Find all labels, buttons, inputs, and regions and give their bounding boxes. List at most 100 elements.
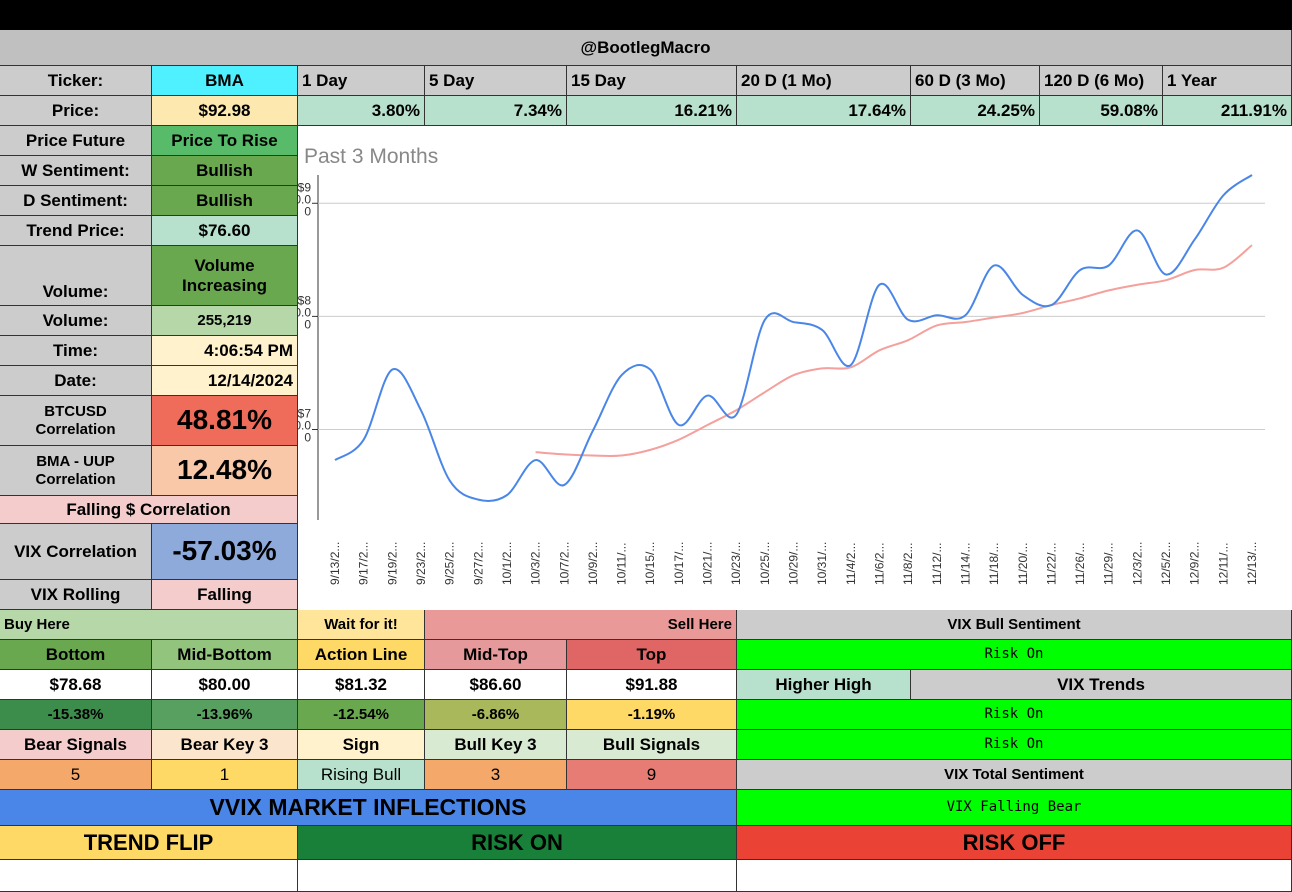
label: Volume: xyxy=(0,306,152,336)
empty-cell xyxy=(737,860,1292,892)
x-tick-label: 10/7/2... xyxy=(557,542,571,585)
x-tick-label: 12/11/... xyxy=(1216,543,1230,585)
signal-name: Bear Signals xyxy=(0,730,152,760)
signal-value: 1 xyxy=(152,760,298,790)
chart: Past 3 Months $70.00 $80.00 $90.00 9/13/2..… xyxy=(298,126,1292,610)
y-tick-label: $80.00 xyxy=(298,293,311,331)
level-name: Mid-Top xyxy=(425,640,567,670)
empty-cell xyxy=(0,860,298,892)
signal-value: 5 xyxy=(0,760,152,790)
return: 17.64% xyxy=(737,96,911,126)
x-tick-label: 10/9/2... xyxy=(586,542,600,585)
level-price: $78.68 xyxy=(0,670,152,700)
x-tick-label: 10/11/... xyxy=(615,543,629,585)
label: Ticker: xyxy=(0,66,152,96)
empty-cell xyxy=(298,860,737,892)
x-tick-label: 11/22/... xyxy=(1044,543,1058,585)
label: Volume: xyxy=(0,246,152,306)
value: 255,219 xyxy=(152,306,298,336)
label: BMA - UUP Correlation xyxy=(0,446,152,496)
level-change: -15.38% xyxy=(0,700,152,730)
value: 4:06:54 PM xyxy=(152,336,298,366)
period-header: 15 Day xyxy=(567,66,737,96)
level-change: -12.54% xyxy=(298,700,425,730)
return: 16.21% xyxy=(567,96,737,126)
zone: Wait for it! xyxy=(298,610,425,640)
y-tick-labels: $70.00 $80.00 $90.00 xyxy=(298,180,311,444)
return: 3.80% xyxy=(298,96,425,126)
status: Falling $ Correlation xyxy=(0,496,298,524)
return: 59.08% xyxy=(1040,96,1163,126)
vix-header: VIX Trends xyxy=(911,670,1292,700)
value: Volume Increasing xyxy=(152,246,298,306)
label: D Sentiment: xyxy=(0,186,152,216)
x-tick-label: 11/6/2... xyxy=(872,543,886,585)
x-tick-label: 12/3/2... xyxy=(1130,542,1144,585)
signal-name: Sign xyxy=(298,730,425,760)
series-line xyxy=(535,244,1253,457)
ticker: BMA xyxy=(152,66,298,96)
chart-title: Past 3 Months xyxy=(304,145,438,168)
period-header: 1 Year xyxy=(1163,66,1292,96)
label: Trend Price: xyxy=(0,216,152,246)
inflections-title: VVIX MARKET INFLECTIONS xyxy=(0,790,737,826)
x-tick-label: 11/29/... xyxy=(1102,543,1116,585)
x-tick-label: 10/31/... xyxy=(815,542,829,585)
value: 12/14/2024 xyxy=(152,366,298,396)
signal-value: Rising Bull xyxy=(298,760,425,790)
x-tick-label: 11/20/... xyxy=(1016,543,1030,585)
y-tick-label: $70.00 xyxy=(298,407,311,445)
zone: Sell Here xyxy=(425,610,737,640)
chart-background xyxy=(298,126,1292,610)
x-tick-label: 11/18/... xyxy=(987,543,1001,585)
vix-header: VIX Total Sentiment xyxy=(737,760,1292,790)
vix-status: VIX Falling Bear xyxy=(737,790,1292,826)
x-tick-label: 11/12/... xyxy=(930,543,944,585)
inflection: RISK OFF xyxy=(737,826,1292,860)
x-tick-label: 11/26/... xyxy=(1073,543,1087,585)
x-tick-label: 10/25/... xyxy=(758,542,772,585)
label: VIX Correlation xyxy=(0,524,152,580)
x-tick-label: 9/27/2... xyxy=(471,542,485,585)
x-tick-label: 10/3/2... xyxy=(529,542,543,585)
x-tick-label: 11/4/2... xyxy=(844,543,858,585)
value: $76.60 xyxy=(152,216,298,246)
series-line xyxy=(334,174,1253,503)
label: Price: xyxy=(0,96,152,126)
label: Price Future xyxy=(0,126,152,156)
x-tick-label: 12/5/2... xyxy=(1159,542,1173,585)
top-bar xyxy=(0,0,1292,30)
signal-name: Bull Key 3 xyxy=(425,730,567,760)
signal-name: Bear Key 3 xyxy=(152,730,298,760)
value: Falling xyxy=(152,580,298,610)
value: Bullish xyxy=(152,186,298,216)
price: $92.98 xyxy=(152,96,298,126)
x-tick-label: 9/25/2... xyxy=(443,542,457,585)
period-header: 60 D (3 Mo) xyxy=(911,66,1040,96)
x-tick-label: 10/15/... xyxy=(643,542,657,585)
x-tick-label: 10/23/... xyxy=(729,542,743,585)
inflection: TREND FLIP xyxy=(0,826,298,860)
label: Date: xyxy=(0,366,152,396)
x-tick-label: 10/29/... xyxy=(787,542,801,585)
value: 12.48% xyxy=(152,446,298,496)
x-tick-label: 10/17/... xyxy=(672,542,686,585)
x-tick-label: 9/17/2... xyxy=(357,542,371,585)
vix-status: Risk On xyxy=(737,640,1292,670)
level-price: $81.32 xyxy=(298,670,425,700)
level-price: $91.88 xyxy=(567,670,737,700)
level-change: -13.96% xyxy=(152,700,298,730)
signal-name: Bull Signals xyxy=(567,730,737,760)
level-name: Top xyxy=(567,640,737,670)
x-tick-label: 9/19/2... xyxy=(385,542,399,585)
level-change: -1.19% xyxy=(567,700,737,730)
vix-status: Risk On xyxy=(737,730,1292,760)
x-tick-label: 10/1/2... xyxy=(500,542,514,585)
level-price: $80.00 xyxy=(152,670,298,700)
value: Price To Rise xyxy=(152,126,298,156)
return: 211.91% xyxy=(1163,96,1292,126)
period-header: 5 Day xyxy=(425,66,567,96)
vix-label: Higher High xyxy=(737,670,911,700)
x-tick-label: 9/13/2... xyxy=(328,542,342,585)
